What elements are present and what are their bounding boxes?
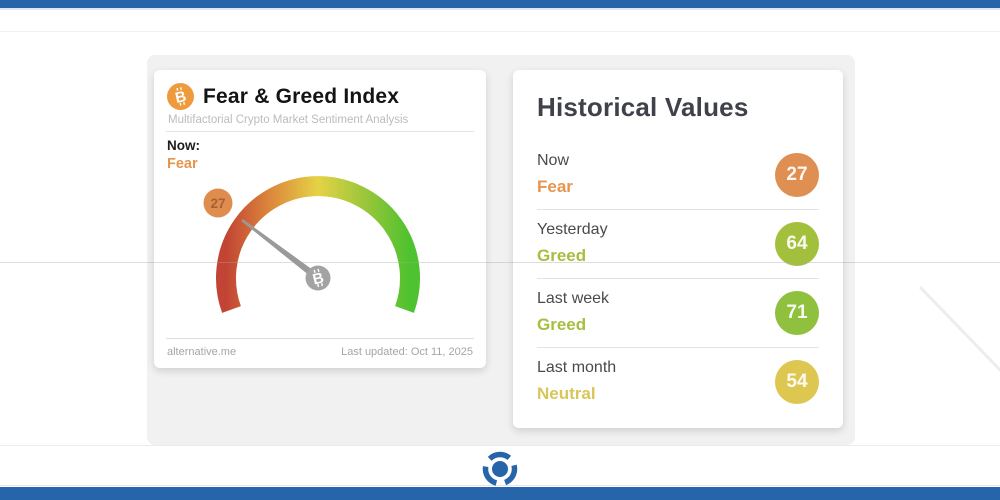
diagonal-watermark-streak [918,286,1000,373]
fear-greed-subtitle: Multifactorial Crypto Market Sentiment A… [168,114,409,126]
fear-greed-card-header: B Fear & Greed Index [167,83,399,110]
history-row-last-week: Last week Greed 71 [537,278,819,347]
history-value-badge: 27 [775,152,819,197]
history-row-label: Last week [537,290,610,307]
gauge-value-badge [203,188,233,218]
fear-greed-title: Fear & Greed Index [203,84,400,108]
bottom-blue-bar [0,487,1000,500]
aperture-logo-icon [482,451,518,487]
history-row-sentiment: Greed [537,315,587,334]
bitcoin-icon: B [167,83,194,110]
history-row-yesterday: Yesterday Greed 64 [537,209,819,278]
last-updated-text: Last updated: Oct 11, 2025 [341,346,473,358]
history-row-now: Now Fear 27 [537,141,819,209]
top-blue-bar [0,0,1000,10]
alternative-me-link[interactable]: alternative.me [167,346,237,358]
history-value-badge: 71 [775,290,819,335]
history-row-sentiment: Greed [537,246,587,265]
gauge-needle [241,219,321,281]
bitcoin-hub-icon: B [311,268,326,289]
header-divider [0,31,1000,32]
footer-hairline [0,485,1000,486]
footer-divider [166,338,474,339]
historical-rows: Now Fear 27 Yesterday Greed 64 Last week… [537,141,819,416]
history-value-badge: 54 [775,359,819,404]
gauge-arc [216,176,420,313]
fear-greed-card: B 27 B Fear & Greed Index Multifactorial… [154,70,486,368]
header-underline [166,131,474,132]
history-row-label: Last month [537,359,617,376]
historical-values-card: Historical Values Now Fear 27 Yesterday … [513,70,843,428]
gauge-hub [305,265,331,291]
history-row-sentiment: Fear [537,177,573,196]
history-row-last-month: Last month Neutral 54 [537,347,819,416]
history-row-label: Now [537,152,570,169]
historical-values-title: Historical Values [537,92,749,122]
history-row-label: Yesterday [537,221,608,238]
fear-greed-gauge: B 27 [203,176,420,313]
history-value-badge: 64 [775,221,819,266]
now-label: Now: [167,138,200,153]
fear-greed-footer: alternative.me Last updated: Oct 11, 202… [167,346,473,358]
now-sentiment: Fear [167,156,198,172]
history-row-sentiment: Neutral [537,384,596,403]
gauge-value: 27 [210,196,225,211]
horizontal-artifact-line [0,262,1000,263]
